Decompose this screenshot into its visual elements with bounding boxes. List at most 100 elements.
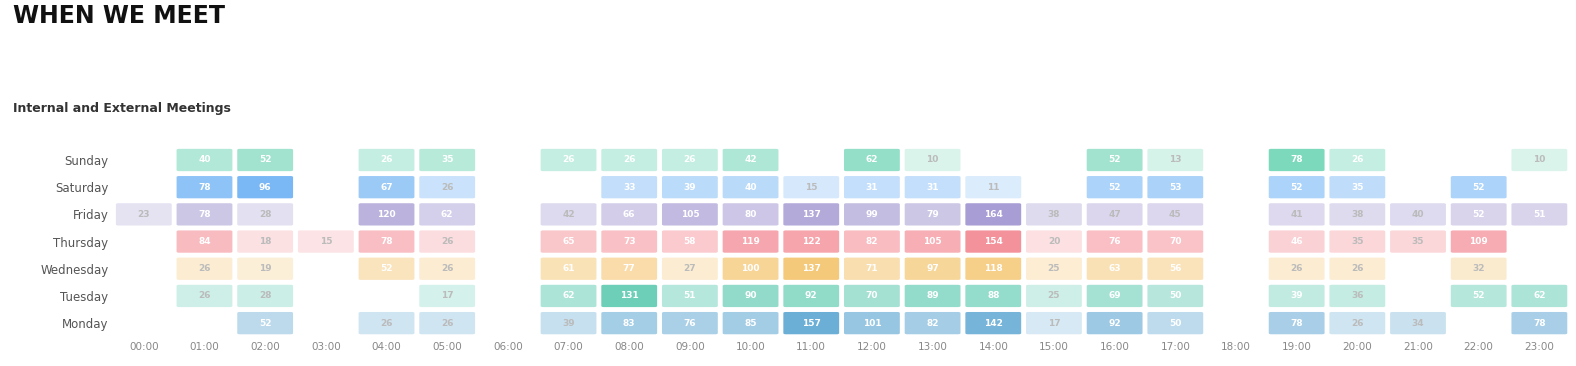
FancyBboxPatch shape [783,312,838,334]
FancyBboxPatch shape [783,285,838,307]
Text: 26: 26 [1351,264,1363,273]
FancyBboxPatch shape [177,231,232,253]
Text: 154: 154 [983,237,1002,246]
FancyBboxPatch shape [541,231,596,253]
Text: 90: 90 [744,291,756,300]
FancyBboxPatch shape [602,231,657,253]
Text: 78: 78 [199,210,211,219]
FancyBboxPatch shape [602,176,657,198]
FancyBboxPatch shape [419,149,474,171]
FancyBboxPatch shape [602,285,657,307]
Text: 80: 80 [744,210,756,219]
FancyBboxPatch shape [1026,312,1081,334]
Text: 35: 35 [1351,237,1363,246]
FancyBboxPatch shape [1451,176,1507,198]
Text: 17: 17 [1048,319,1061,328]
FancyBboxPatch shape [662,258,717,280]
FancyBboxPatch shape [966,312,1021,334]
Text: 35: 35 [1351,183,1363,192]
FancyBboxPatch shape [1147,258,1202,280]
FancyBboxPatch shape [177,285,232,307]
Text: 23: 23 [137,210,150,219]
FancyBboxPatch shape [359,312,414,334]
FancyBboxPatch shape [783,176,838,198]
FancyBboxPatch shape [1087,176,1143,198]
Text: 71: 71 [865,264,878,273]
Text: 40: 40 [199,156,211,164]
FancyBboxPatch shape [662,231,717,253]
Text: 38: 38 [1351,210,1363,219]
FancyBboxPatch shape [1087,203,1143,225]
Text: 46: 46 [1291,237,1303,246]
Text: 137: 137 [802,264,821,273]
FancyBboxPatch shape [1451,203,1507,225]
Text: 120: 120 [377,210,396,219]
FancyBboxPatch shape [1147,231,1202,253]
Text: 41: 41 [1291,210,1303,219]
Text: 26: 26 [380,156,392,164]
FancyBboxPatch shape [1511,203,1567,225]
Text: 119: 119 [741,237,760,246]
Text: 10: 10 [927,156,939,164]
Text: 10: 10 [1533,156,1546,164]
FancyBboxPatch shape [238,203,293,225]
FancyBboxPatch shape [238,176,293,198]
FancyBboxPatch shape [723,312,779,334]
FancyBboxPatch shape [966,285,1021,307]
Text: 78: 78 [1291,156,1303,164]
Text: WHEN WE MEET: WHEN WE MEET [13,4,225,28]
FancyBboxPatch shape [1451,231,1507,253]
FancyBboxPatch shape [1330,176,1385,198]
FancyBboxPatch shape [1269,176,1324,198]
Text: 164: 164 [983,210,1002,219]
Text: 26: 26 [199,264,211,273]
Text: 36: 36 [1351,291,1363,300]
Text: 78: 78 [1291,319,1303,328]
FancyBboxPatch shape [419,176,474,198]
FancyBboxPatch shape [1269,258,1324,280]
FancyBboxPatch shape [662,285,717,307]
FancyBboxPatch shape [1269,231,1324,253]
FancyBboxPatch shape [541,149,596,171]
FancyBboxPatch shape [541,258,596,280]
Text: 67: 67 [380,183,392,192]
Text: 26: 26 [684,156,697,164]
FancyBboxPatch shape [1269,149,1324,171]
FancyBboxPatch shape [845,285,900,307]
FancyBboxPatch shape [662,312,717,334]
FancyBboxPatch shape [845,231,900,253]
Text: 56: 56 [1169,264,1182,273]
Text: 52: 52 [1472,291,1485,300]
FancyBboxPatch shape [1330,203,1385,225]
Text: 62: 62 [1533,291,1546,300]
Text: 88: 88 [987,291,999,300]
Text: 13: 13 [1169,156,1182,164]
Text: 18: 18 [258,237,271,246]
Text: 92: 92 [805,291,818,300]
FancyBboxPatch shape [1026,231,1081,253]
Text: 84: 84 [199,237,211,246]
Text: 77: 77 [623,264,635,273]
Text: 92: 92 [1108,319,1121,328]
FancyBboxPatch shape [541,312,596,334]
Text: 122: 122 [802,237,821,246]
FancyBboxPatch shape [602,203,657,225]
FancyBboxPatch shape [723,176,779,198]
Text: 89: 89 [927,291,939,300]
FancyBboxPatch shape [1451,258,1507,280]
Text: 38: 38 [1048,210,1061,219]
FancyBboxPatch shape [1330,258,1385,280]
Text: 31: 31 [865,183,878,192]
Text: 39: 39 [684,183,697,192]
Text: 52: 52 [258,319,271,328]
Text: 70: 70 [1169,237,1182,246]
Text: 26: 26 [441,264,454,273]
Text: 11: 11 [987,183,999,192]
Text: 25: 25 [1048,291,1061,300]
Text: 25: 25 [1048,264,1061,273]
FancyBboxPatch shape [298,231,353,253]
Text: 40: 40 [744,183,756,192]
Text: 26: 26 [623,156,635,164]
Text: 66: 66 [623,210,635,219]
Text: 28: 28 [258,210,271,219]
